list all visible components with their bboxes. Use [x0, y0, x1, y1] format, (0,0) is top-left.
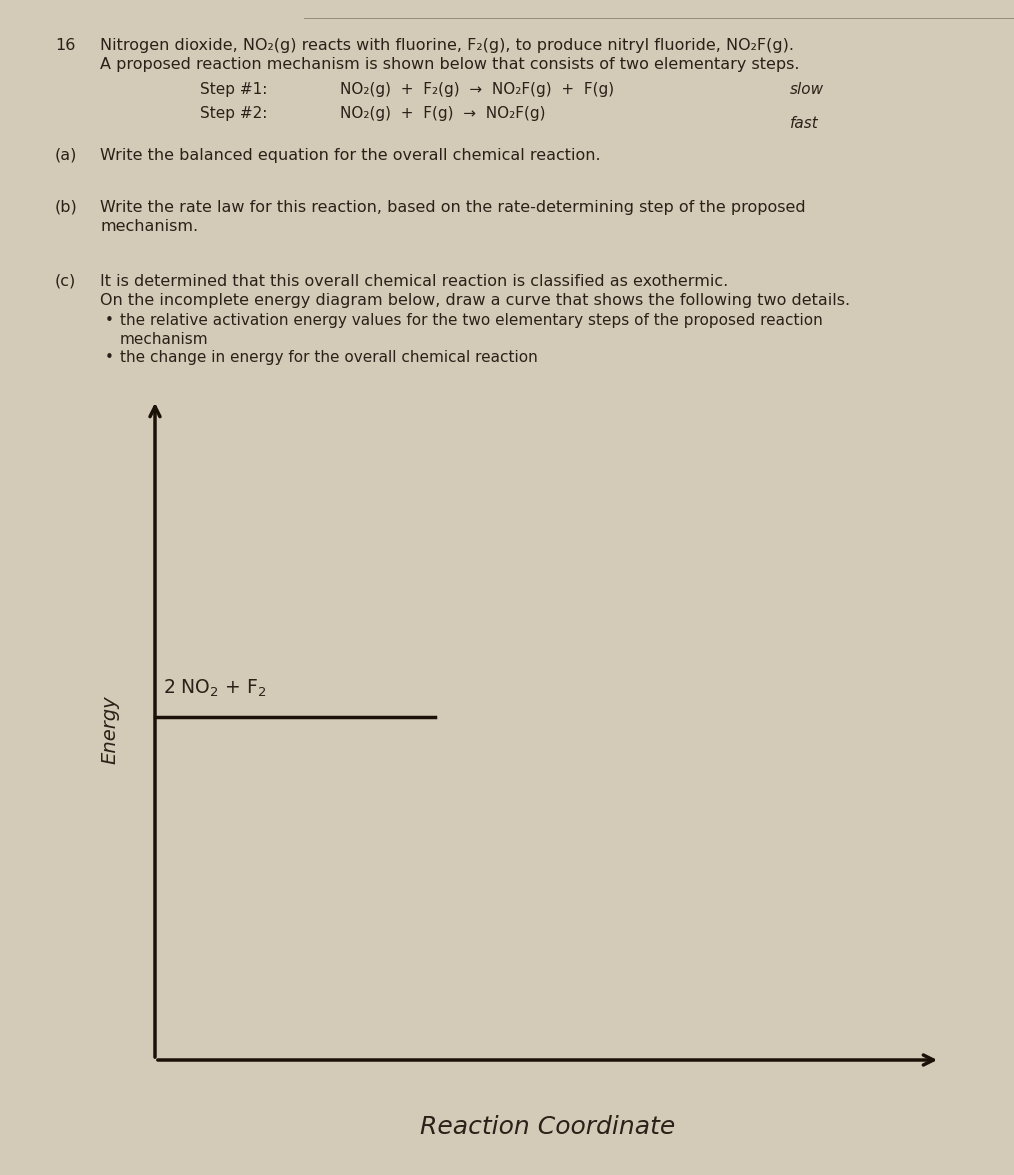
Text: It is determined that this overall chemical reaction is classified as exothermic: It is determined that this overall chemi… [100, 274, 728, 289]
Text: Reaction Coordinate: Reaction Coordinate [420, 1115, 675, 1139]
Text: •: • [105, 313, 114, 328]
Text: 2 NO$_2$ + F$_2$: 2 NO$_2$ + F$_2$ [163, 678, 267, 699]
Text: mechanism.: mechanism. [100, 219, 198, 234]
Text: (a): (a) [55, 148, 77, 163]
Text: Step #2:: Step #2: [200, 106, 268, 121]
Text: Step #1:: Step #1: [200, 82, 268, 98]
Text: Energy: Energy [100, 696, 120, 764]
Text: Write the rate law for this reaction, based on the rate-determining step of the : Write the rate law for this reaction, ba… [100, 200, 806, 215]
Text: mechanism: mechanism [120, 333, 209, 347]
Text: On the incomplete energy diagram below, draw a curve that shows the following tw: On the incomplete energy diagram below, … [100, 293, 850, 308]
Text: •: • [105, 350, 114, 365]
Text: Nitrogen dioxide, NO₂(g) reacts with fluorine, F₂(g), to produce nitryl fluoride: Nitrogen dioxide, NO₂(g) reacts with flu… [100, 38, 794, 53]
Text: the change in energy for the overall chemical reaction: the change in energy for the overall che… [120, 350, 537, 365]
Text: (b): (b) [55, 200, 78, 215]
Text: A proposed reaction mechanism is shown below that consists of two elementary ste: A proposed reaction mechanism is shown b… [100, 58, 799, 72]
Text: (c): (c) [55, 274, 76, 289]
Text: the relative activation energy values for the two elementary steps of the propos: the relative activation energy values fo… [120, 313, 822, 328]
Text: NO₂(g)  +  F₂(g)  →  NO₂F(g)  +  F(g): NO₂(g) + F₂(g) → NO₂F(g) + F(g) [340, 82, 614, 98]
Text: 16: 16 [55, 38, 75, 53]
Text: fast: fast [790, 116, 818, 130]
Text: NO₂(g)  +  F(g)  →  NO₂F(g): NO₂(g) + F(g) → NO₂F(g) [340, 106, 546, 121]
Text: slow: slow [790, 82, 824, 98]
Text: Write the balanced equation for the overall chemical reaction.: Write the balanced equation for the over… [100, 148, 600, 163]
